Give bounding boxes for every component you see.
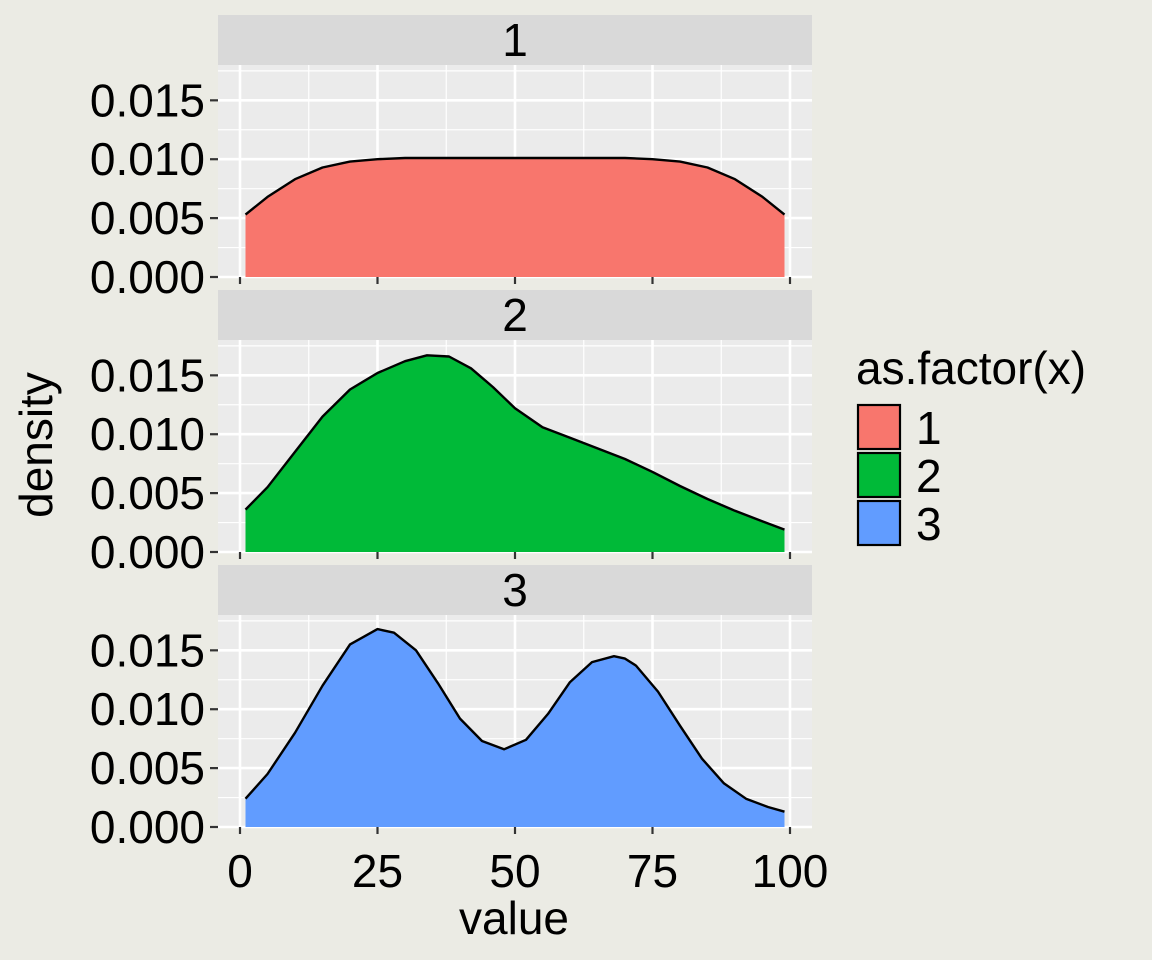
- facet-panels: 1 0.000 0.005 0.010 0.015 2 0.000 0.005 0.010 0.0…: [90, 14, 812, 853]
- x-axis: 0 25 50 75 100: [227, 845, 828, 897]
- y-tick-label: 0.015: [90, 74, 205, 126]
- density-area-2: [245, 355, 785, 552]
- facet-strip-label: 2: [502, 289, 528, 341]
- legend-label: 2: [916, 450, 942, 502]
- y-tick-label: 0.010: [90, 133, 205, 185]
- y-tick-label: 0.010: [90, 683, 205, 735]
- legend-label: 3: [916, 498, 942, 550]
- facet-strip: [218, 15, 812, 65]
- y-tick-label: 0.005: [90, 742, 205, 794]
- density-curve-1: [244, 156, 786, 216]
- x-tick-label: 50: [489, 845, 540, 897]
- y-axis-title: density: [10, 372, 62, 518]
- density-curve-3: [244, 627, 785, 813]
- facet-strip: [218, 565, 812, 615]
- x-tick-label: 0: [227, 845, 253, 897]
- x-axis-title: value: [459, 892, 569, 944]
- legend-keys: 123: [856, 402, 942, 550]
- y-tick-label: 0.015: [90, 624, 205, 676]
- legend-label: 1: [916, 402, 942, 454]
- y-tick-label: 0.005: [90, 467, 205, 519]
- y-tick-label: 0.005: [90, 192, 205, 244]
- facet-panel-3: 3 0.000 0.005 0.010 0.015: [90, 564, 812, 853]
- y-tick-label: 0.015: [90, 349, 205, 401]
- y-tick-label: 0.000: [90, 251, 205, 303]
- x-tick-label: 25: [352, 845, 403, 897]
- legend-title: as.factor(x): [856, 342, 1086, 394]
- legend-key-3: [856, 499, 902, 547]
- x-tick-label: 75: [627, 845, 678, 897]
- facet-panel-2: 2 0.000 0.005 0.010 0.015: [90, 289, 812, 578]
- facet-strip-label: 3: [502, 564, 528, 616]
- legend-key-1: [856, 403, 902, 451]
- y-tick-label: 0.000: [90, 801, 205, 853]
- x-tick-label: 100: [752, 845, 829, 897]
- density-area-3: [245, 629, 785, 827]
- facet-panel-1: 1 0.000 0.005 0.010 0.015: [90, 14, 812, 303]
- facet-strip: [218, 290, 812, 340]
- density-area-1: [245, 158, 785, 277]
- legend: as.factor(x) 123: [856, 342, 1086, 550]
- legend-key-2: [856, 451, 902, 499]
- facet-strip-label: 1: [502, 14, 528, 66]
- y-tick-label: 0.010: [90, 408, 205, 460]
- density-curve-2: [244, 354, 785, 531]
- y-tick-label: 0.000: [90, 526, 205, 578]
